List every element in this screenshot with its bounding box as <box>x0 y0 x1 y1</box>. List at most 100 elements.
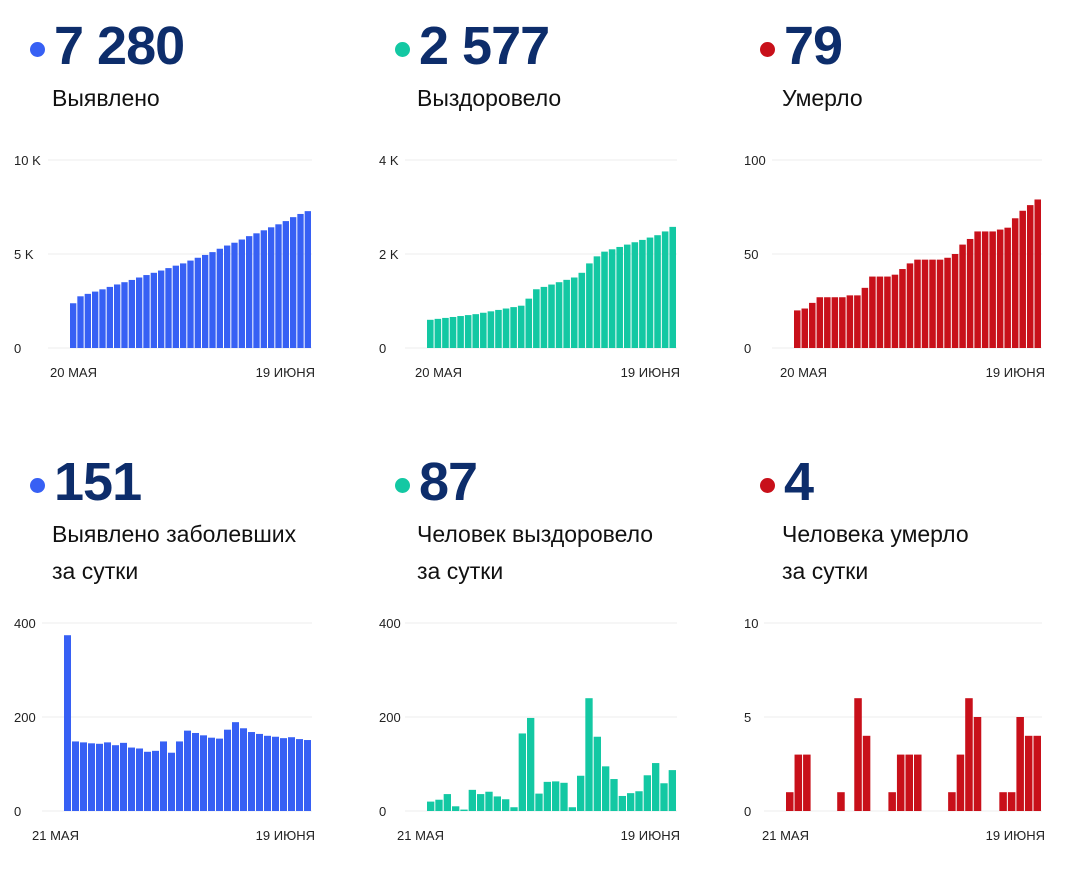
bar <box>948 792 956 811</box>
bar <box>568 807 576 811</box>
bar <box>434 318 442 348</box>
bar <box>452 806 460 811</box>
bar-chart: 0 200 400 21 МАЯ 19 ИЮНЯ <box>14 616 315 843</box>
y-tick-label: 5 <box>744 710 751 725</box>
y-tick-label: 400 <box>379 616 401 631</box>
bar <box>256 733 263 811</box>
bar <box>602 766 610 811</box>
bar-chart: 0 200 400 21 МАЯ 19 ИЮНЯ <box>379 616 680 843</box>
bar <box>168 752 175 811</box>
headline-caption: Человек выздоровело за сутки <box>417 521 654 584</box>
bar <box>288 737 295 811</box>
bar <box>194 257 201 348</box>
bar <box>929 259 936 348</box>
bar <box>268 227 275 348</box>
bar <box>627 793 635 811</box>
bar <box>1034 199 1041 348</box>
bar <box>661 231 669 348</box>
bar <box>578 272 586 348</box>
bar <box>160 741 167 811</box>
bar <box>570 277 578 348</box>
bar <box>1007 792 1016 811</box>
bar <box>801 308 809 348</box>
bar <box>794 754 803 811</box>
headline-caption: Умерло <box>782 85 863 111</box>
bar <box>973 717 982 811</box>
x-tick-label: 20 МАЯ <box>415 365 462 380</box>
bar <box>427 319 434 348</box>
y-tick-label: 100 <box>744 153 766 168</box>
bar <box>112 745 119 811</box>
panel-daily-detected: 151 Выявлено заболевших за сутки 0 200 400 21… <box>14 436 360 856</box>
bar <box>510 307 517 348</box>
bar <box>888 792 896 811</box>
bar <box>610 779 618 811</box>
bar <box>965 698 973 811</box>
bar <box>114 284 121 348</box>
bar <box>485 791 493 811</box>
bar <box>176 741 183 811</box>
bar <box>876 276 884 348</box>
bar <box>442 317 449 348</box>
bar <box>831 297 839 348</box>
y-tick-label: 0 <box>379 341 386 356</box>
bar <box>552 781 560 811</box>
bar <box>1019 210 1026 348</box>
bar <box>84 293 91 348</box>
y-tick-label: 200 <box>14 710 36 725</box>
bar <box>264 735 271 811</box>
bar <box>184 730 191 811</box>
bar <box>527 717 535 811</box>
bar <box>618 795 626 811</box>
bar <box>896 754 905 811</box>
headline-value: 4 <box>784 452 814 512</box>
bar <box>891 274 899 348</box>
bar <box>224 729 231 811</box>
headline: 7 280 <box>30 14 185 78</box>
bar <box>304 211 311 348</box>
bar <box>165 268 172 348</box>
panel-total-deaths: 79 Умерло 0 50 100 20 МАЯ 19 ИЮНЯ <box>744 0 1080 420</box>
bar <box>443 794 451 811</box>
panel-daily-recovered: 87 Человек выздоровело за сутки 0 200 400 21 … <box>379 436 725 856</box>
y-tick-label: 4 K <box>379 153 399 168</box>
bar <box>152 750 159 811</box>
legend-dot-icon <box>760 477 775 493</box>
bar <box>646 237 654 348</box>
bar <box>914 259 921 348</box>
bar <box>209 252 216 348</box>
bar <box>187 260 194 348</box>
bar <box>981 231 989 348</box>
y-tick-label: 2 K <box>379 247 399 262</box>
bar <box>487 311 495 348</box>
bar <box>854 295 861 348</box>
bar <box>809 302 816 348</box>
y-tick-label: 0 <box>14 341 21 356</box>
y-tick-label: 0 <box>14 804 21 819</box>
bar <box>786 792 794 811</box>
headline-value: 2 577 <box>419 16 550 76</box>
bar <box>104 742 111 811</box>
bar <box>99 289 106 348</box>
bar <box>533 289 540 348</box>
bar-chart: 0 50 100 20 МАЯ 19 ИЮНЯ <box>744 153 1045 380</box>
bar <box>824 297 831 348</box>
bar <box>240 728 247 811</box>
headline-caption: Выявлено заболевших за сутки <box>52 521 297 584</box>
bar <box>502 799 510 811</box>
bar <box>136 277 143 348</box>
x-tick-label: 20 МАЯ <box>780 365 827 380</box>
bar <box>585 698 593 811</box>
bar <box>996 229 1004 348</box>
bar <box>660 783 668 811</box>
bar <box>238 239 245 348</box>
legend-dot-icon <box>30 477 45 493</box>
bar <box>70 303 77 348</box>
bar <box>246 236 253 348</box>
bar <box>304 740 311 811</box>
bar <box>517 305 525 348</box>
bar <box>548 284 555 348</box>
bar <box>669 226 676 348</box>
bar <box>88 743 95 811</box>
bar <box>200 735 207 811</box>
